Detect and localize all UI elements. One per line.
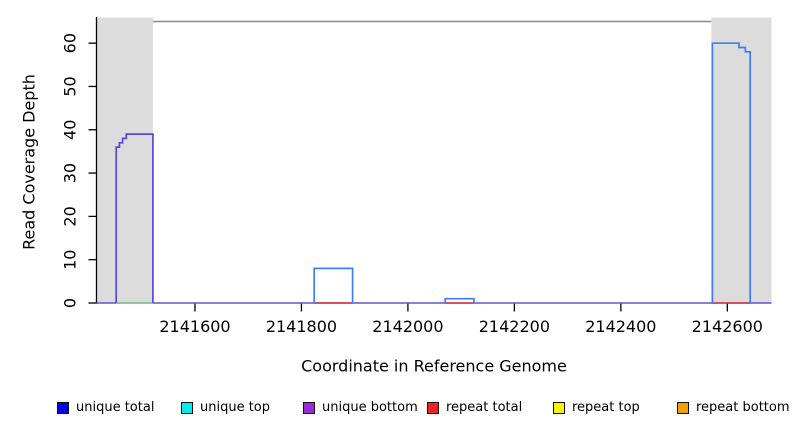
repeat-region-shading: [97, 17, 153, 303]
legend-item-unique-top: unique top: [181, 400, 270, 415]
legend-swatch-repeat-total: [427, 401, 439, 414]
right-peak-unique-coverage: [711, 42, 752, 303]
y-tick-label: 60: [61, 33, 80, 53]
x-tick-label: 2142000: [372, 317, 443, 336]
x-tick-label: 2141800: [266, 317, 337, 336]
legend-item-repeat-bottom: repeat bottom: [677, 400, 790, 415]
legend-label: unique total: [76, 400, 155, 415]
legend-swatch-unique-top: [181, 401, 193, 414]
y-tick-label: 0: [61, 298, 80, 308]
legend-label: repeat top: [572, 400, 640, 415]
y-axis-title: Read Coverage Depth: [19, 74, 39, 250]
x-tick-label: 2141600: [159, 317, 230, 336]
legend-label: repeat total: [446, 400, 523, 415]
left-peak-unique-coverage: [115, 133, 154, 303]
repeat-region-shading: [711, 17, 772, 303]
legend-item-repeat-top: repeat top: [553, 400, 640, 415]
small-block-unique-coverage: [444, 297, 475, 303]
legend-swatch-repeat-top: [553, 401, 565, 414]
x-axis-title: Coordinate in Reference Genome: [301, 356, 567, 376]
legend-item-repeat-total: repeat total: [427, 400, 522, 415]
legend-swatch-repeat-bottom: [677, 401, 689, 414]
legend-swatch-unique-total: [57, 401, 69, 414]
legend-swatch-unique-bottom: [303, 401, 315, 414]
legend-label: repeat bottom: [696, 400, 790, 415]
y-tick-label: 30: [61, 163, 80, 183]
y-tick-label: 20: [61, 206, 80, 226]
x-tick-label: 2142400: [585, 317, 656, 336]
y-tick-label: 50: [61, 76, 80, 96]
y-tick-label: 40: [61, 120, 80, 140]
legend-item-unique-total: unique total: [57, 400, 154, 415]
legend-item-unique-bottom: unique bottom: [303, 400, 418, 415]
legend-label: unique bottom: [322, 400, 418, 415]
legend-label: unique top: [200, 400, 271, 415]
x-tick-label: 2142200: [479, 317, 550, 336]
y-tick-label: 10: [61, 250, 80, 270]
mid-block-unique-coverage: [313, 267, 354, 303]
x-tick-label: 2142600: [692, 317, 763, 336]
